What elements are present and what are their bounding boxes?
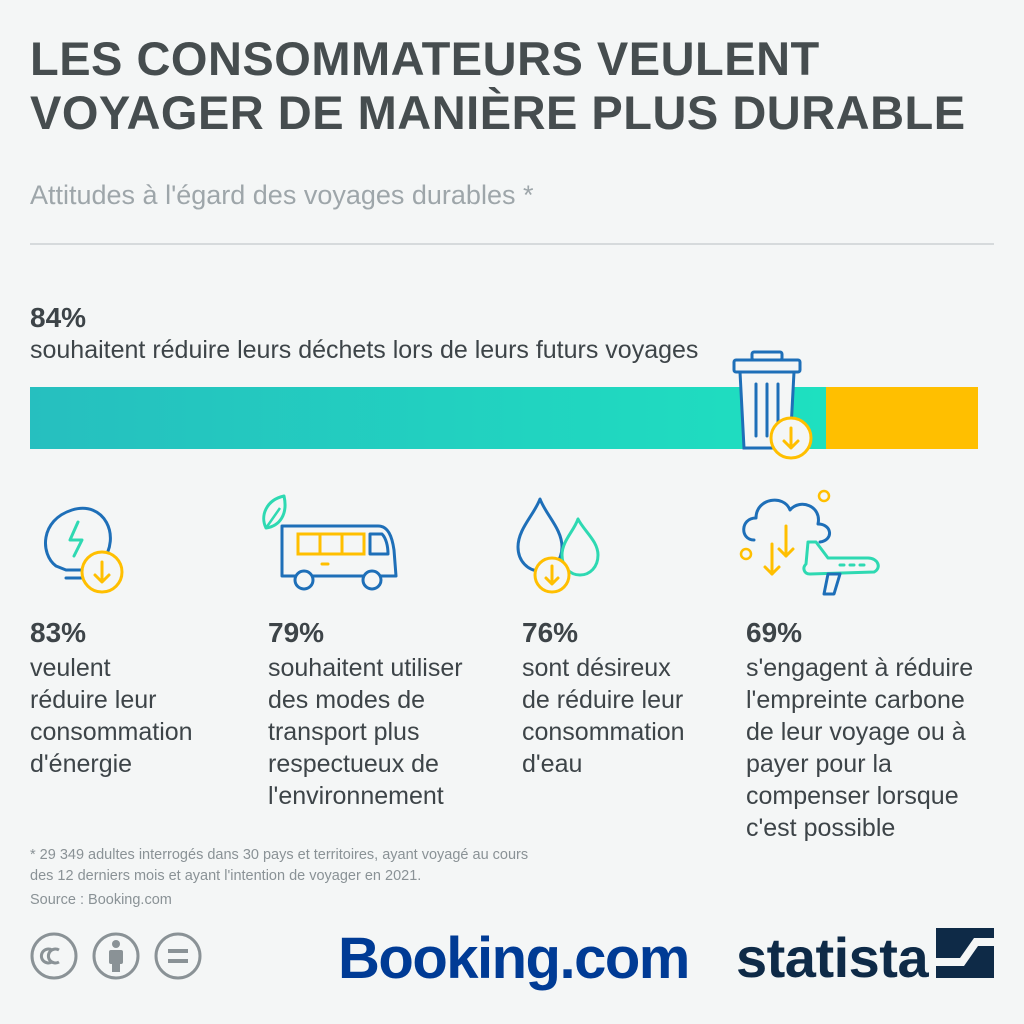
stat-transport: 79% souhaitent utiliser des modes de tra… <box>268 616 463 812</box>
stat-carbon-label: s'engagent à réduire l'empreinte carbone… <box>746 652 973 844</box>
footnote-line: des 12 derniers mois et ayant l'intentio… <box>30 868 422 884</box>
booking-logo: Booking.com <box>338 926 690 991</box>
statista-logo: statista <box>736 926 929 989</box>
stat-water-label: sont désireux de réduire leur consommati… <box>522 652 685 780</box>
stat-carbon-label-line: s'engagent à réduire <box>746 654 974 682</box>
stat-energy-percent: 83% <box>30 617 87 648</box>
stat-energy-label-line: consommation <box>30 718 193 746</box>
water-drop-icon <box>516 497 600 594</box>
stat-transport-percent: 79% <box>268 617 325 648</box>
stat-carbon-percent: 69% <box>746 617 803 648</box>
title-line-2: VOYAGER DE MANIÈRE PLUS DURABLE <box>30 86 966 139</box>
stat-transport-label: souhaitent utiliser des modes de transpo… <box>268 652 463 812</box>
stat-energy-label-line: réduire leur <box>30 686 157 714</box>
title-line-1: LES CONSOMMATEURS VEULENT <box>30 32 820 85</box>
stat-water-label-line: sont désireux <box>522 654 671 682</box>
subtitle: Attitudes à l'égard des voyages durables… <box>30 180 534 210</box>
stat-water: 76% sont désireux de réduire leur consom… <box>522 616 685 780</box>
stat-energy-label-line: d'énergie <box>30 750 133 778</box>
stat-carbon-label-line: de leur voyage ou à <box>746 718 966 746</box>
source-link[interactable]: Source : Booking.com <box>30 892 172 908</box>
page-title: LES CONSOMMATEURS VEULENT VOYAGER DE MAN… <box>30 32 1000 140</box>
stat-water-label-line: consommation <box>522 718 685 746</box>
stat-energy: 83% veulent réduire leur consommation d'… <box>30 616 193 780</box>
attribution-icon <box>92 932 140 980</box>
stat-transport-label-line: transport plus <box>268 718 420 746</box>
stat-transport-label-line: l'environnement <box>268 782 444 810</box>
cc-license-icon <box>30 932 78 980</box>
stat-transport-label-line: des modes de <box>268 686 426 714</box>
main-stat-label: souhaitent réduire leurs déchets lors de… <box>30 336 699 364</box>
lightbulb-icon <box>44 506 124 594</box>
divider <box>30 243 994 245</box>
footnote: * 29 349 adultes interrogés dans 30 pays… <box>30 845 630 887</box>
stat-water-label-line: d'eau <box>522 750 583 778</box>
stat-carbon: 69% s'engagent à réduire l'empreinte car… <box>746 616 973 844</box>
stat-transport-label-line: souhaitent utiliser <box>268 654 463 682</box>
progress-bar-track <box>30 387 978 449</box>
main-stat-percent: 84% <box>30 302 87 333</box>
stat-carbon-label-line: l'empreinte carbone <box>746 686 965 714</box>
statista-mark-icon <box>936 928 994 978</box>
footnote-line: * 29 349 adultes interrogés dans 30 pays… <box>30 847 529 863</box>
stat-water-label-line: de réduire leur <box>522 686 684 714</box>
cloud-plane-icon <box>739 489 880 596</box>
trash-can-icon <box>732 350 813 460</box>
bus-icon <box>262 494 398 591</box>
stat-carbon-label-line: payer pour la <box>746 750 892 778</box>
stat-carbon-label-line: compenser lorsque <box>746 782 959 810</box>
stat-carbon-label-line: c'est possible <box>746 814 896 842</box>
no-derivatives-icon <box>154 932 202 980</box>
license-icons[interactable] <box>30 930 210 986</box>
stat-energy-label-line: veulent <box>30 654 111 682</box>
stat-energy-label: veulent réduire leur consommation d'éner… <box>30 652 193 780</box>
stat-water-percent: 76% <box>522 617 579 648</box>
progress-bar-fill <box>30 387 826 449</box>
stat-transport-label-line: respectueux de <box>268 750 439 778</box>
